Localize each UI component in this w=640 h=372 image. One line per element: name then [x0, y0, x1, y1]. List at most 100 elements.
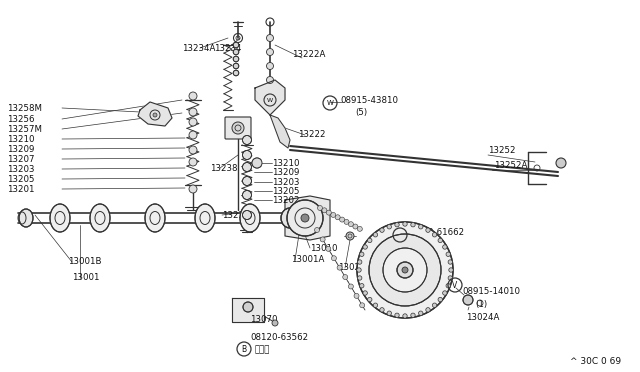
- Circle shape: [403, 314, 407, 318]
- Ellipse shape: [50, 204, 70, 232]
- Circle shape: [448, 276, 452, 280]
- Circle shape: [373, 303, 378, 307]
- Circle shape: [335, 215, 340, 220]
- Text: 13207: 13207: [7, 154, 35, 164]
- Circle shape: [346, 232, 354, 240]
- Circle shape: [232, 122, 244, 134]
- Text: 13209: 13209: [7, 144, 35, 154]
- Circle shape: [360, 283, 364, 288]
- Circle shape: [266, 77, 273, 83]
- Circle shape: [395, 222, 399, 227]
- Circle shape: [411, 222, 415, 227]
- Circle shape: [369, 234, 441, 306]
- Circle shape: [320, 237, 325, 242]
- Circle shape: [357, 268, 361, 272]
- Circle shape: [395, 313, 399, 317]
- Text: 13024A: 13024A: [466, 314, 499, 323]
- Circle shape: [332, 256, 337, 261]
- Circle shape: [189, 131, 197, 139]
- Circle shape: [266, 48, 273, 55]
- Circle shape: [357, 226, 362, 231]
- Circle shape: [243, 302, 253, 312]
- Text: 13258M: 13258M: [7, 103, 42, 112]
- Circle shape: [449, 268, 453, 272]
- Circle shape: [287, 200, 323, 236]
- Circle shape: [252, 158, 262, 168]
- Circle shape: [353, 224, 358, 229]
- Text: 13024: 13024: [362, 253, 390, 263]
- Circle shape: [387, 225, 392, 229]
- Text: 13252A: 13252A: [494, 160, 527, 170]
- Circle shape: [443, 291, 447, 295]
- Circle shape: [348, 222, 353, 227]
- Circle shape: [233, 49, 239, 55]
- Circle shape: [360, 303, 365, 308]
- Circle shape: [266, 35, 273, 42]
- Text: 13256: 13256: [7, 115, 35, 124]
- Circle shape: [463, 295, 473, 305]
- Text: 13210: 13210: [7, 135, 35, 144]
- Circle shape: [367, 238, 372, 243]
- Circle shape: [360, 252, 364, 256]
- Circle shape: [322, 208, 327, 213]
- Circle shape: [380, 228, 384, 232]
- Text: 08915-14010: 08915-14010: [462, 288, 520, 296]
- Circle shape: [189, 158, 197, 166]
- Text: 13222A: 13222A: [292, 49, 325, 58]
- Circle shape: [233, 56, 239, 62]
- Circle shape: [380, 308, 384, 312]
- Circle shape: [243, 176, 252, 186]
- Circle shape: [354, 294, 359, 298]
- Text: 13205: 13205: [272, 186, 300, 196]
- Polygon shape: [270, 115, 290, 148]
- Text: 13201: 13201: [7, 185, 35, 193]
- Text: B: B: [397, 231, 403, 240]
- Polygon shape: [255, 80, 285, 115]
- Circle shape: [438, 238, 442, 243]
- Text: 13203: 13203: [7, 164, 35, 173]
- Text: 13024C: 13024C: [396, 273, 429, 282]
- Circle shape: [233, 70, 239, 76]
- Circle shape: [340, 217, 344, 222]
- Circle shape: [358, 276, 362, 280]
- Text: 13252: 13252: [488, 145, 515, 154]
- Circle shape: [243, 163, 252, 171]
- Text: 13205: 13205: [7, 174, 35, 183]
- Circle shape: [331, 212, 336, 218]
- Ellipse shape: [281, 208, 299, 228]
- Ellipse shape: [195, 204, 215, 232]
- Circle shape: [243, 190, 252, 199]
- Text: 13234A: 13234A: [182, 44, 216, 52]
- Text: 13209: 13209: [272, 167, 300, 176]
- Ellipse shape: [90, 204, 110, 232]
- Ellipse shape: [145, 204, 165, 232]
- Circle shape: [243, 151, 252, 160]
- Text: W: W: [326, 100, 333, 106]
- Text: ^ 30C 0 69: ^ 30C 0 69: [570, 357, 621, 366]
- Circle shape: [189, 92, 197, 100]
- Circle shape: [326, 210, 332, 215]
- Circle shape: [343, 275, 348, 280]
- Text: 08120-63562: 08120-63562: [250, 334, 308, 343]
- Text: 13210: 13210: [272, 158, 300, 167]
- Text: 13001: 13001: [72, 273, 99, 282]
- Circle shape: [189, 146, 197, 154]
- Text: V: V: [452, 280, 458, 289]
- Ellipse shape: [240, 204, 260, 232]
- Circle shape: [402, 267, 408, 273]
- Circle shape: [419, 225, 423, 229]
- Circle shape: [397, 262, 413, 278]
- Circle shape: [301, 214, 309, 222]
- Circle shape: [443, 245, 447, 249]
- Circle shape: [348, 284, 353, 289]
- Text: (1): (1): [475, 299, 487, 308]
- Circle shape: [433, 303, 436, 307]
- Circle shape: [344, 219, 349, 224]
- Text: W: W: [267, 97, 273, 103]
- Circle shape: [446, 252, 451, 256]
- Circle shape: [387, 311, 392, 315]
- Circle shape: [337, 265, 342, 270]
- Text: （２）: （２）: [255, 346, 270, 355]
- Circle shape: [373, 232, 378, 237]
- Circle shape: [363, 245, 367, 249]
